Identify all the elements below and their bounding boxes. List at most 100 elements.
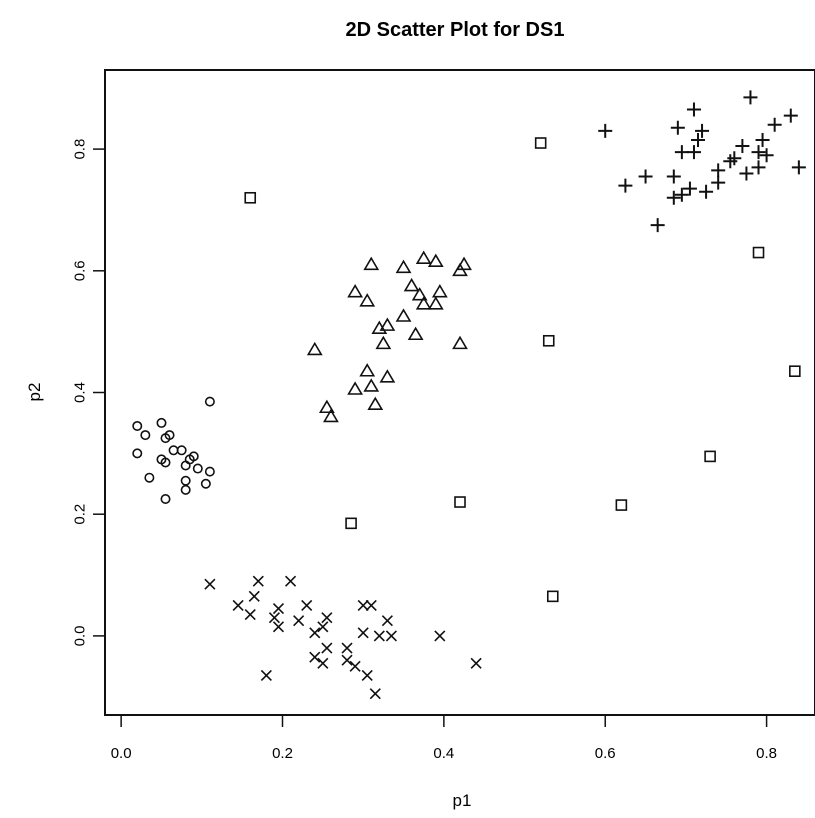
cross-point	[369, 688, 381, 700]
triangle-point	[431, 284, 448, 298]
triangle-point	[407, 326, 424, 341]
cross-point	[317, 621, 329, 633]
square-point	[752, 246, 765, 259]
y-tick-label: 0.4	[72, 382, 89, 403]
cross-point	[309, 627, 321, 639]
cross-point	[341, 642, 353, 654]
circle-point	[156, 417, 167, 428]
plus-point	[699, 184, 714, 199]
circle-point	[204, 396, 215, 407]
plus-point	[711, 175, 726, 190]
triangle-point	[347, 381, 364, 395]
plus-point	[767, 117, 782, 132]
triangle-point	[375, 335, 392, 350]
square-point	[789, 365, 801, 378]
plus-point	[791, 160, 806, 175]
circle-point	[168, 445, 179, 456]
square-point	[546, 590, 559, 603]
triangle-point	[318, 399, 335, 414]
plus-point	[755, 132, 770, 147]
plot-frame	[104, 69, 815, 716]
cross-point	[301, 599, 313, 612]
square-point	[454, 496, 466, 508]
cross-point	[321, 642, 333, 654]
cross-point	[309, 651, 321, 663]
plus-point	[751, 160, 766, 175]
cross-point	[341, 654, 353, 666]
plus-point	[711, 163, 726, 178]
cross-point	[268, 612, 280, 624]
triangle-point	[379, 369, 396, 383]
square-point	[542, 334, 555, 347]
cross-point	[361, 669, 373, 682]
plus-point	[674, 145, 689, 160]
x-axis: 0.0 0.2 0.4 0.6 0.8	[111, 714, 777, 762]
y-tick-label: 0.0	[72, 625, 89, 646]
cross-point	[285, 575, 297, 587]
cross-point	[252, 575, 264, 587]
plus-point	[751, 145, 766, 160]
cross-point	[293, 615, 305, 627]
cross-point	[357, 599, 369, 612]
triangle-point	[347, 284, 364, 298]
plus-point	[598, 123, 613, 138]
triangle-point	[415, 296, 432, 310]
y-axis-label: p2	[25, 383, 44, 402]
triangle-point	[379, 317, 396, 331]
triangle-point	[411, 287, 428, 301]
cross-point	[232, 599, 244, 612]
cross-point	[272, 602, 285, 615]
triangle-point	[456, 256, 472, 271]
circle-point	[160, 493, 171, 504]
triangle-point	[363, 256, 380, 271]
plus-point	[735, 139, 750, 154]
data-points	[132, 90, 806, 700]
plus-point	[759, 148, 774, 163]
plus-point	[695, 123, 710, 138]
plus-point	[670, 120, 685, 135]
y-axis: 0.0 0.2 0.4 0.6 0.8	[72, 139, 106, 646]
circle-point	[180, 475, 191, 486]
x-tick-label: 0.6	[595, 745, 616, 762]
cross-point	[381, 615, 393, 627]
circle-point	[180, 460, 191, 471]
plus-point	[650, 218, 665, 233]
circle-point	[204, 466, 215, 477]
plus-point	[686, 145, 701, 160]
cross-point	[470, 657, 482, 669]
circle-point	[180, 484, 191, 495]
triangle-point	[403, 277, 420, 292]
plus-point	[691, 132, 706, 147]
plus-point	[723, 154, 738, 169]
y-tick-label: 0.2	[72, 504, 89, 525]
triangle-point	[359, 293, 376, 307]
cross-point	[349, 660, 361, 672]
triangle-point	[371, 320, 388, 334]
square-point	[345, 517, 357, 530]
triangle-point	[367, 396, 384, 411]
triangle-point	[363, 378, 380, 392]
plus-point	[674, 187, 689, 202]
cross-point	[260, 669, 272, 682]
circle-point	[164, 430, 175, 441]
triangle-point	[427, 296, 444, 310]
triangle-point	[415, 250, 432, 264]
triangle-point	[395, 308, 412, 322]
square-point	[534, 137, 547, 149]
chart-title: 2D Scatter Plot for DS1	[346, 19, 565, 41]
cross-point	[248, 590, 260, 602]
plus-point	[618, 178, 633, 193]
circle-point	[132, 420, 143, 431]
plus-point	[682, 181, 697, 196]
plus-point	[783, 108, 798, 123]
cross-point	[365, 599, 377, 612]
square-point	[704, 450, 716, 463]
cross-point	[357, 627, 369, 639]
square-point	[244, 191, 257, 204]
plus-point	[666, 190, 681, 205]
square-point	[615, 499, 628, 511]
circle-point	[176, 445, 187, 456]
cross-point	[434, 630, 446, 642]
circle-point	[144, 472, 155, 483]
